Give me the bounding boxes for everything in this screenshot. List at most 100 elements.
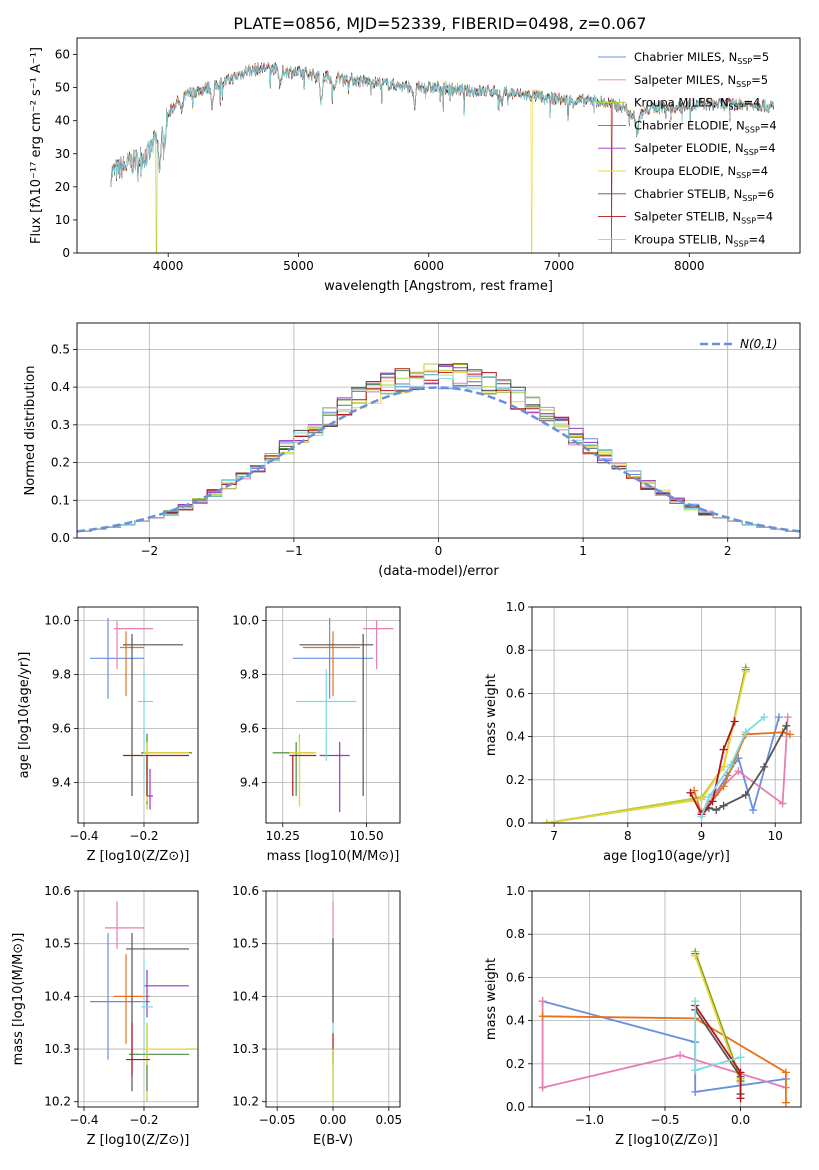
x-axis-label: age [log10(age/yr)] <box>603 849 730 864</box>
marker-8-1 <box>704 793 713 802</box>
x-axis-label: (data-model)/error <box>378 564 499 579</box>
marker-0-4 <box>749 806 758 815</box>
x-tick-label: −2 <box>140 544 158 558</box>
marker-3-0 <box>538 1012 547 1021</box>
x-tick-label: 9 <box>698 829 706 843</box>
marker-1-4 <box>783 713 792 722</box>
legend-label: Kroupa STELIB, NSSP=4 <box>634 232 765 248</box>
y-tick-label: 0.1 <box>51 493 70 507</box>
y-tick-label: 10.0 <box>232 614 259 628</box>
y-tick-label: 0.4 <box>506 730 525 744</box>
legend-label: Chabrier STELIB, NSSP=6 <box>634 187 774 203</box>
marker-5-0 <box>542 819 551 823</box>
y-tick-label: 0.0 <box>506 816 525 830</box>
y-tick-label: 10 <box>55 213 70 227</box>
x-axis-label: Z [log10(Z/Z⊙)] <box>87 1133 190 1148</box>
weight-series-5 <box>546 671 747 823</box>
y-tick-label: 40 <box>55 114 70 128</box>
mass_vs_Z-points <box>90 901 195 1102</box>
marker-7-2 <box>708 797 717 806</box>
marker-3-3 <box>781 1098 790 1107</box>
weight_vs_Z-frame <box>531 890 802 1108</box>
marker-3-5 <box>785 730 794 739</box>
y-tick-label: 30 <box>55 147 70 161</box>
legend-value: =6 <box>757 187 774 201</box>
marker-6-6 <box>782 721 791 730</box>
marker-8-2 <box>736 1053 745 1062</box>
x-tick-label: 0.0 <box>731 1113 750 1127</box>
x-tick-label: 7 <box>550 829 558 843</box>
x-axis-label: wavelength [Angstrom, rest frame] <box>324 279 553 294</box>
x-axis-label: Z [log10(Z/Z⊙)] <box>87 849 190 864</box>
y-tick-label: 10.3 <box>232 1042 259 1056</box>
legend-subscript: SSP <box>729 103 744 112</box>
x-tick-label: −0.2 <box>129 829 158 843</box>
legend-label: Kroupa MILES, NSSP=4 <box>634 96 760 112</box>
legend-subscript: SSP <box>742 194 757 203</box>
marker-5-1 <box>697 795 706 804</box>
y-tick-label: 1.0 <box>506 600 525 614</box>
x-tick-label: 10.25 <box>266 829 300 843</box>
mass_vs_Z-frame <box>77 890 199 1108</box>
normal-curve <box>77 386 800 533</box>
age_vs_Z-frame <box>77 606 199 824</box>
marker-7-2 <box>736 1094 745 1103</box>
x-tick-label: 6000 <box>413 259 444 273</box>
y-tick-label: 0.4 <box>506 1014 525 1028</box>
legend-label-normal: N(0,1) <box>740 337 777 351</box>
y-axis-label: Normed distribution <box>23 366 38 496</box>
y-tick-label: 0.4 <box>51 380 70 394</box>
marker-8-2 <box>726 760 735 769</box>
residuals-frame <box>76 322 801 539</box>
legend-subscript: SSP <box>736 171 751 180</box>
y-tick-label: 10.3 <box>44 1042 71 1056</box>
y-tick-label: 0.2 <box>506 1057 525 1071</box>
marker-6-5 <box>760 762 769 771</box>
y-tick-label: 0.6 <box>506 970 525 984</box>
spectrum-lines <box>110 61 774 253</box>
age_vs_Z-points <box>90 617 192 810</box>
x-tick-label: 10.50 <box>349 829 383 843</box>
weight-series-2 <box>546 667 747 823</box>
spectrum-axes: 4000 5000 6000 7000 8000 0 10 20 30 40 50 60 wavelen… <box>29 47 705 294</box>
x-tick-label: 8000 <box>674 259 705 273</box>
x-tick-label: 0.00 <box>320 1113 347 1127</box>
x-tick-label: 10 <box>768 829 783 843</box>
age_vs_mass-axes: 10.25 10.50 9.4 9.6 9.8 10.0 mass [log10(M/M⊙)… <box>232 607 400 864</box>
x-tick-label: −0.5 <box>650 1113 679 1127</box>
marker-1-3 <box>676 1051 685 1060</box>
y-tick-label: 9.8 <box>52 668 71 682</box>
legend-value: =5 <box>751 73 768 87</box>
marker-7-3 <box>719 745 728 754</box>
spectrum-frame <box>76 37 801 254</box>
y-tick-label: 10.2 <box>44 1095 71 1109</box>
legend-value: =4 <box>749 232 766 246</box>
marker-8-0 <box>697 812 706 821</box>
weight_vs_Z-lines <box>538 947 790 1107</box>
marker-0-5 <box>774 713 783 722</box>
legend-subscript: SSP <box>745 125 760 134</box>
age_vs_mass-points <box>272 617 394 813</box>
legend-label: Kroupa ELODIE, NSSP=4 <box>634 164 768 180</box>
marker-5-3 <box>741 667 750 676</box>
legend-value: =5 <box>752 50 769 64</box>
x-tick-label: −0.4 <box>69 829 98 843</box>
y-tick-label: 0.3 <box>51 418 70 432</box>
y-tick-label: 0.5 <box>51 342 70 356</box>
marker-3-2 <box>719 782 728 791</box>
y-axis-label: Flux [fλ10⁻¹⁷ erg cm⁻² s⁻¹ A⁻¹] <box>29 47 44 244</box>
y-tick-label: 10.6 <box>44 884 71 898</box>
marker-1-2 <box>538 1083 547 1092</box>
x-axis-label: mass [log10(M/M⊙)] <box>267 849 400 864</box>
marker-8-3 <box>741 728 750 737</box>
y-tick-label: 10.6 <box>232 884 259 898</box>
weight_vs_age-axes: 7 8 9 10 0.0 0.2 0.4 0.6 0.8 1.0 age [log10(age/yr… <box>484 600 801 864</box>
weight-series-3 <box>542 1015 787 1103</box>
histogram-8 <box>77 370 800 532</box>
y-tick-label: 9.6 <box>240 722 259 736</box>
marker-5-2 <box>719 762 728 771</box>
y-tick-label: 0.0 <box>506 1100 525 1114</box>
x-axis-label: Z [log10(Z/Z⊙)] <box>615 1133 718 1148</box>
x-tick-label: 1 <box>579 544 587 558</box>
